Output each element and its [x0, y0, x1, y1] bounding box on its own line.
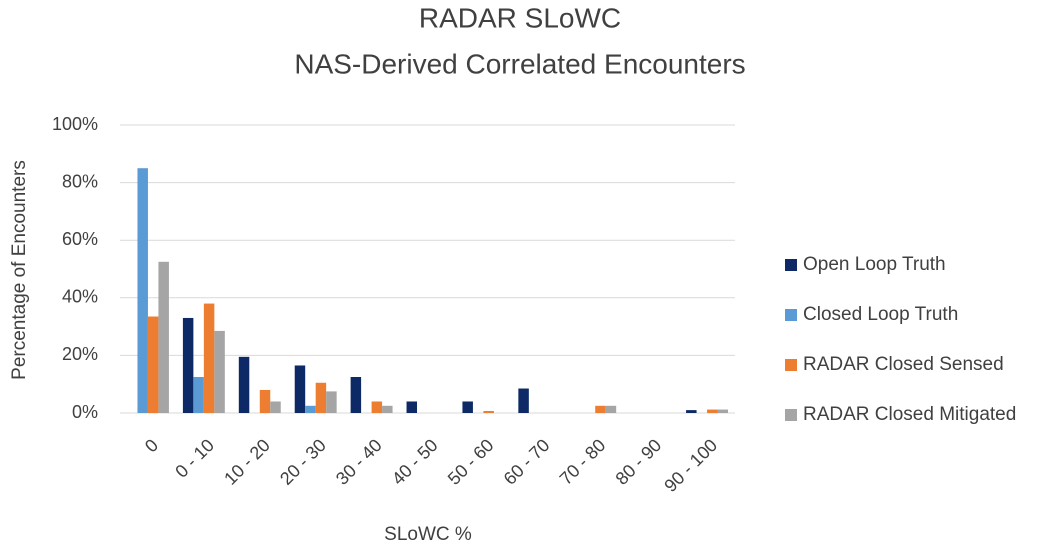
legend-swatch	[785, 409, 797, 421]
chart-subtitle: NAS-Derived Correlated Encounters	[294, 48, 745, 79]
bar	[595, 405, 606, 413]
bar	[605, 405, 617, 413]
bar	[203, 303, 215, 413]
x-tick-label: 60 - 70	[500, 435, 554, 489]
x-tick-label: 10 - 20	[220, 435, 274, 489]
y-axis-label: Percentage of Encounters	[9, 160, 30, 380]
bar	[686, 410, 697, 413]
bar	[137, 168, 148, 413]
x-tick-label: 70 - 80	[556, 435, 610, 489]
bar	[382, 405, 393, 413]
bar	[406, 401, 418, 413]
legend-label: RADAR Closed Mitigated	[803, 404, 1016, 425]
bar	[305, 405, 316, 413]
bar	[158, 261, 169, 413]
bar	[707, 409, 718, 413]
x-axis-label: SLoWC %	[384, 524, 472, 545]
bar	[518, 388, 529, 413]
bar	[182, 317, 194, 413]
x-tick-label: 30 - 40	[332, 435, 386, 489]
chart-title: RADAR SLoWC	[419, 2, 621, 33]
y-tick-label: 80%	[62, 171, 98, 191]
bar	[147, 316, 159, 413]
bar	[294, 365, 306, 413]
y-tick-label: 40%	[62, 287, 98, 307]
bar	[483, 410, 494, 413]
legend-swatch	[785, 259, 797, 271]
legend-label: Closed Loop Truth	[803, 304, 958, 325]
y-tick-label: 60%	[62, 229, 98, 249]
legend-label: Open Loop Truth	[803, 254, 946, 275]
x-tick-label: 0 - 10	[171, 435, 218, 482]
x-tick-label: 90 - 100	[660, 435, 721, 496]
x-tick-label: 20 - 30	[276, 435, 330, 489]
legend-swatch	[785, 359, 797, 371]
x-tick-label: 40 - 50	[388, 435, 442, 489]
x-tick-label: 50 - 60	[444, 435, 498, 489]
y-tick-label: 20%	[62, 344, 98, 364]
bar	[371, 401, 383, 413]
legend-swatch	[785, 309, 797, 321]
x-tick-label: 80 - 90	[612, 435, 666, 489]
bar	[214, 330, 225, 413]
bar	[259, 389, 271, 413]
bar	[270, 401, 281, 413]
bar	[315, 382, 327, 413]
x-tick-label: 0	[141, 435, 162, 456]
bar	[326, 391, 337, 413]
y-tick-label: 100%	[52, 114, 98, 134]
y-tick-label: 0%	[72, 402, 98, 422]
bar	[717, 409, 729, 413]
bar	[193, 377, 204, 413]
bar	[238, 356, 250, 413]
bar	[350, 377, 362, 413]
legend-label: RADAR Closed Sensed	[803, 354, 1004, 375]
bar	[462, 401, 473, 413]
